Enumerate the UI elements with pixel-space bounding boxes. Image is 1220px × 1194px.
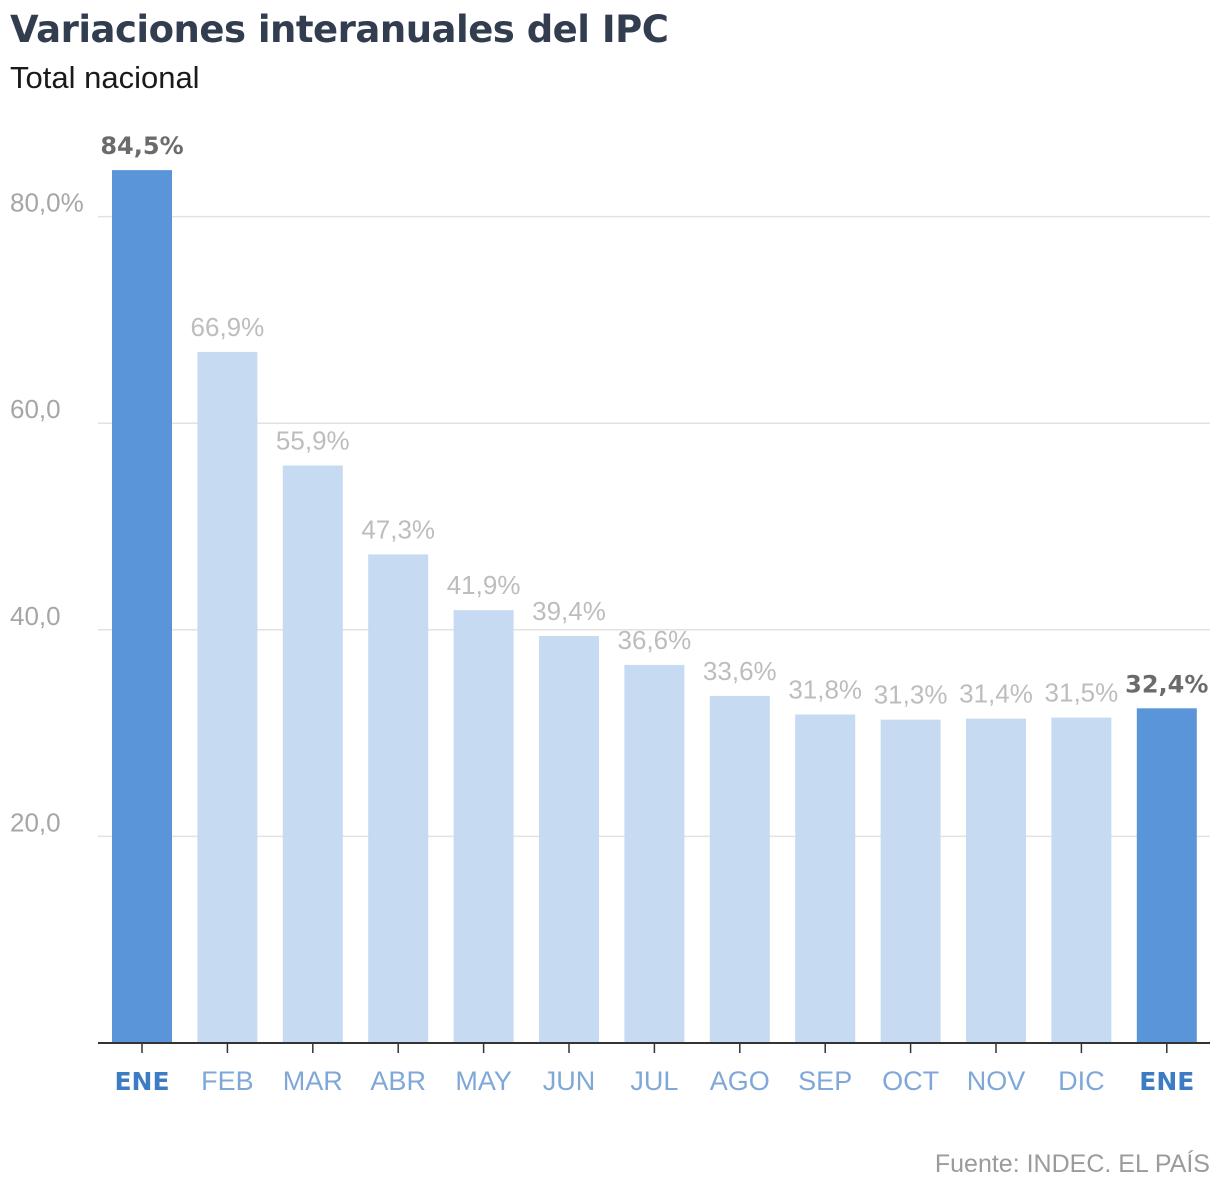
data-label: 31,5% [1045, 678, 1119, 708]
chart-title: Variaciones interanuales del IPC [10, 8, 669, 51]
data-label: 84,5% [100, 132, 183, 160]
bar [966, 718, 1026, 1043]
x-tick-label: ABR [370, 1066, 426, 1096]
x-tick-label: JUN [543, 1066, 596, 1096]
bar [795, 714, 856, 1043]
x-tick-label: OCT [882, 1066, 939, 1096]
bar [282, 465, 343, 1044]
x-tick-label: MAY [455, 1066, 512, 1096]
source-note: Fuente: INDEC. EL PAÍS [934, 1150, 1210, 1178]
data-label: 41,9% [447, 570, 521, 600]
bar [709, 695, 770, 1043]
bar [112, 170, 172, 1044]
data-label: 39,4% [532, 596, 606, 626]
x-tick-label: ENE [1139, 1067, 1194, 1096]
data-label: 55,9% [276, 426, 350, 456]
bar [453, 610, 514, 1043]
bar [1136, 708, 1197, 1043]
x-tick-label: MAR [283, 1066, 343, 1096]
y-tick-label: 20,0 [10, 807, 61, 837]
x-tick-label: SEP [798, 1066, 852, 1096]
data-label: 33,6% [703, 656, 777, 686]
bar [1051, 717, 1112, 1043]
chart-subtitle: Total nacional [10, 60, 200, 95]
x-tick-label: DIC [1058, 1066, 1105, 1096]
bar [539, 635, 599, 1043]
data-label: 47,3% [361, 514, 435, 544]
x-tick-label: NOV [967, 1066, 1026, 1096]
bar [880, 719, 941, 1043]
y-tick-label: 40,0 [10, 601, 61, 631]
bar [197, 351, 258, 1044]
data-label: 31,3% [874, 680, 948, 710]
x-tick-label: JUL [630, 1066, 678, 1096]
data-label: 31,8% [788, 675, 862, 705]
data-label: 31,4% [959, 679, 1033, 709]
x-tick-label: FEB [201, 1066, 254, 1096]
x-tick-label: AGO [710, 1066, 770, 1096]
y-tick-label: 60,0 [10, 394, 61, 424]
data-label: 36,6% [618, 625, 692, 655]
x-tick-label: ENE [114, 1067, 169, 1096]
data-label: 66,9% [191, 312, 265, 342]
data-label: 32,4% [1125, 670, 1208, 698]
y-tick-label: 80,0% [10, 188, 84, 218]
bar [368, 554, 429, 1043]
bar [624, 664, 685, 1043]
